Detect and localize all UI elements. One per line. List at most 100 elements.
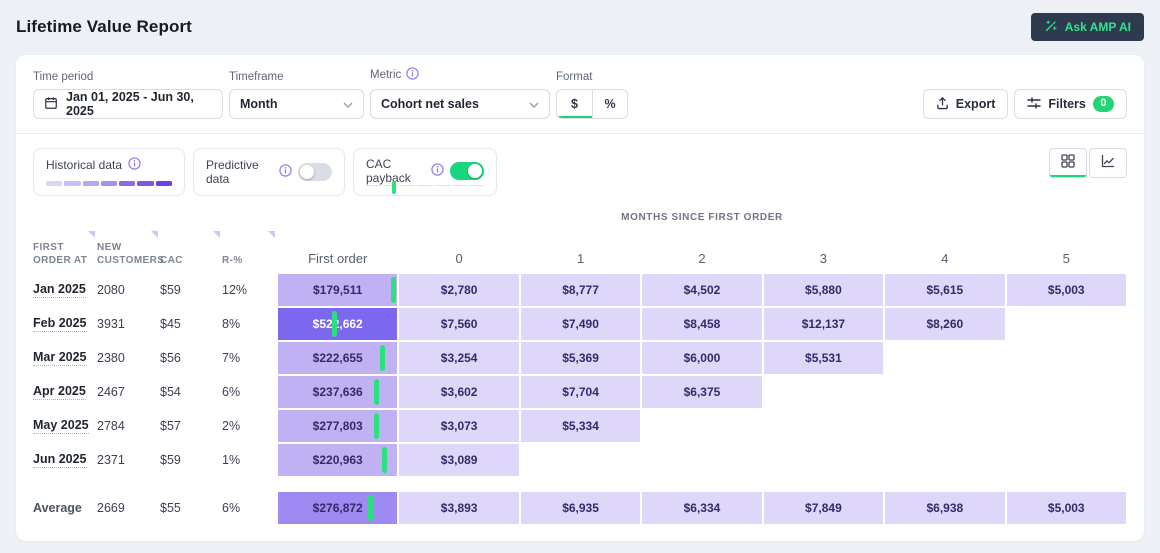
info-icon[interactable] [128, 157, 141, 173]
new-customers-value: 2669 [97, 501, 125, 515]
data-controls-row: Historical data Predictive data CAC payb… [16, 134, 1144, 196]
metric-value: Cohort net sales [381, 97, 479, 111]
cohort-row-label[interactable]: May 2025 [33, 418, 89, 434]
cac-payback-label: CAC payback [366, 157, 411, 185]
export-label: Export [955, 97, 996, 111]
timeframe-field: Timeframe Month [229, 71, 364, 119]
cac-payback-card: CAC payback [353, 148, 497, 196]
timeframe-label: Timeframe [229, 71, 284, 83]
line-chart-icon [1101, 154, 1115, 173]
cac-payback-marker-icon [373, 379, 379, 405]
column-header-first-order-at[interactable]: First order at [33, 231, 97, 267]
cohort-cell: $5,003 [1006, 492, 1126, 524]
first-order-cell: $276,872 [278, 492, 398, 524]
first-order-cell: $220,963 [278, 444, 398, 476]
time-period-field: Time period Jan 01, 2025 - Jun 30, 2025 [33, 71, 223, 119]
cohort-cell: $3,073 [399, 410, 519, 442]
empty-cell [885, 376, 1004, 408]
column-header-cac[interactable]: CAC [160, 231, 222, 267]
ask-amp-ai-label: Ask AMP AI [1064, 20, 1131, 34]
column-header-r-[interactable]: R-% [222, 231, 277, 267]
column-header-month-4: 4 [941, 251, 949, 266]
new-customers-value: 2080 [97, 283, 125, 297]
cohort-cell: $3,254 [399, 342, 519, 374]
sort-corner-icon [268, 231, 275, 238]
average-row-slot: Average 2669 $55 6% $276,872 $3,893 $6,935 $6,3… [33, 492, 1127, 524]
cohort-cell: $8,458 [642, 308, 762, 340]
retention-value: 6% [222, 385, 241, 399]
format-dollar-button[interactable]: $ [557, 90, 592, 118]
sliders-icon [1027, 96, 1042, 112]
ask-amp-ai-button[interactable]: Ask AMP AI [1030, 13, 1144, 41]
cohort-row-label[interactable]: Apr 2025 [33, 384, 86, 400]
cohort-cell: $4,502 [642, 274, 762, 306]
cac-payback-bar [366, 181, 484, 194]
column-header-month-2: 2 [698, 251, 706, 266]
cohort-header-row: First order at New customers CAC R-% First o… [33, 231, 1127, 267]
cohort-cell: $7,704 [520, 376, 641, 408]
column-header-month-0: 0 [455, 251, 463, 266]
cac-payback-marker-icon [379, 345, 385, 371]
cohort-row-label[interactable]: Mar 2025 [33, 350, 87, 366]
cohort-row-label: Average [33, 501, 82, 515]
cohort-row: Jan 2025 2080 $59 12% $179,511 $2,780 $8,777 $4… [33, 274, 1127, 306]
info-icon[interactable] [406, 67, 419, 83]
page-title: Lifetime Value Report [16, 17, 192, 36]
empty-cell [764, 444, 883, 476]
cohort-row: Feb 2025 3931 $45 8% $522,662 $7,560 $7,490 $8,… [33, 308, 1127, 340]
cac-value: $54 [160, 385, 181, 399]
info-icon[interactable] [431, 163, 444, 179]
cohort-cell: $8,777 [520, 274, 641, 306]
historical-data-card: Historical data [33, 148, 185, 196]
average-row: Average 2669 $55 6% $276,872 $3,893 $6,935 $6,3… [33, 492, 1127, 524]
cohort-cell: $8,260 [885, 308, 1005, 340]
metric-label: Metric [370, 69, 402, 81]
time-period-input[interactable]: Jan 01, 2025 - Jun 30, 2025 [33, 89, 223, 119]
chevron-down-icon [343, 97, 353, 111]
empty-cell [764, 410, 883, 442]
sort-corner-icon [213, 231, 220, 238]
first-order-cell: $277,803 [278, 410, 398, 442]
cac-value: $56 [160, 351, 181, 365]
sort-corner-icon [151, 231, 158, 238]
column-header-new-customers[interactable]: New customers [97, 231, 164, 267]
grid-view-icon [1061, 153, 1075, 173]
empty-cell [642, 444, 761, 476]
cohort-row-label[interactable]: Jun 2025 [33, 452, 87, 468]
export-button[interactable]: Export [922, 89, 1009, 119]
first-order-cell: $522,662 [278, 308, 398, 340]
info-icon[interactable] [279, 164, 292, 180]
cohort-cell: $5,369 [520, 342, 641, 374]
first-order-cell: $179,511 [278, 274, 398, 306]
timeframe-select[interactable]: Month [229, 89, 364, 119]
cohort-table: MONTHS SINCE FIRST ORDER First order at N… [16, 196, 1144, 541]
column-header-month-1: 1 [576, 251, 585, 266]
cohort-row-label[interactable]: Jan 2025 [33, 282, 86, 298]
retention-value: 12% [222, 283, 248, 297]
grid-view-button[interactable] [1049, 148, 1087, 178]
column-header-first-order: First order [308, 251, 368, 266]
filters-count-badge: 0 [1092, 95, 1114, 113]
historical-data-label: Historical data [46, 158, 123, 172]
top-bar: Lifetime Value Report Ask AMP AI [0, 0, 1160, 55]
filters-label: Filters [1048, 97, 1086, 111]
format-percent-button[interactable]: % [592, 90, 627, 118]
new-customers-value: 2371 [97, 453, 125, 467]
cac-payback-toggle[interactable] [450, 162, 484, 180]
new-customers-value: 2380 [97, 351, 125, 365]
metric-select[interactable]: Cohort net sales [370, 89, 550, 119]
cac-value: $55 [160, 501, 181, 515]
predictive-toggle[interactable] [298, 163, 332, 181]
sort-corner-icon [88, 231, 95, 238]
filters-button[interactable]: Filters 0 [1014, 89, 1127, 119]
retention-value: 1% [222, 453, 241, 467]
cac-payback-marker-icon [390, 277, 396, 303]
magic-wand-icon [1044, 19, 1058, 36]
cohort-cell: $7,490 [520, 308, 641, 340]
chart-view-button[interactable] [1089, 148, 1127, 178]
timeframe-value: Month [240, 97, 278, 111]
time-period-value: Jan 01, 2025 - Jun 30, 2025 [66, 90, 194, 118]
report-panel: Time period Jan 01, 2025 - Jun 30, 2025 … [16, 55, 1144, 541]
predictive-data-card: Predictive data [193, 148, 345, 196]
cohort-row-label[interactable]: Feb 2025 [33, 316, 87, 332]
